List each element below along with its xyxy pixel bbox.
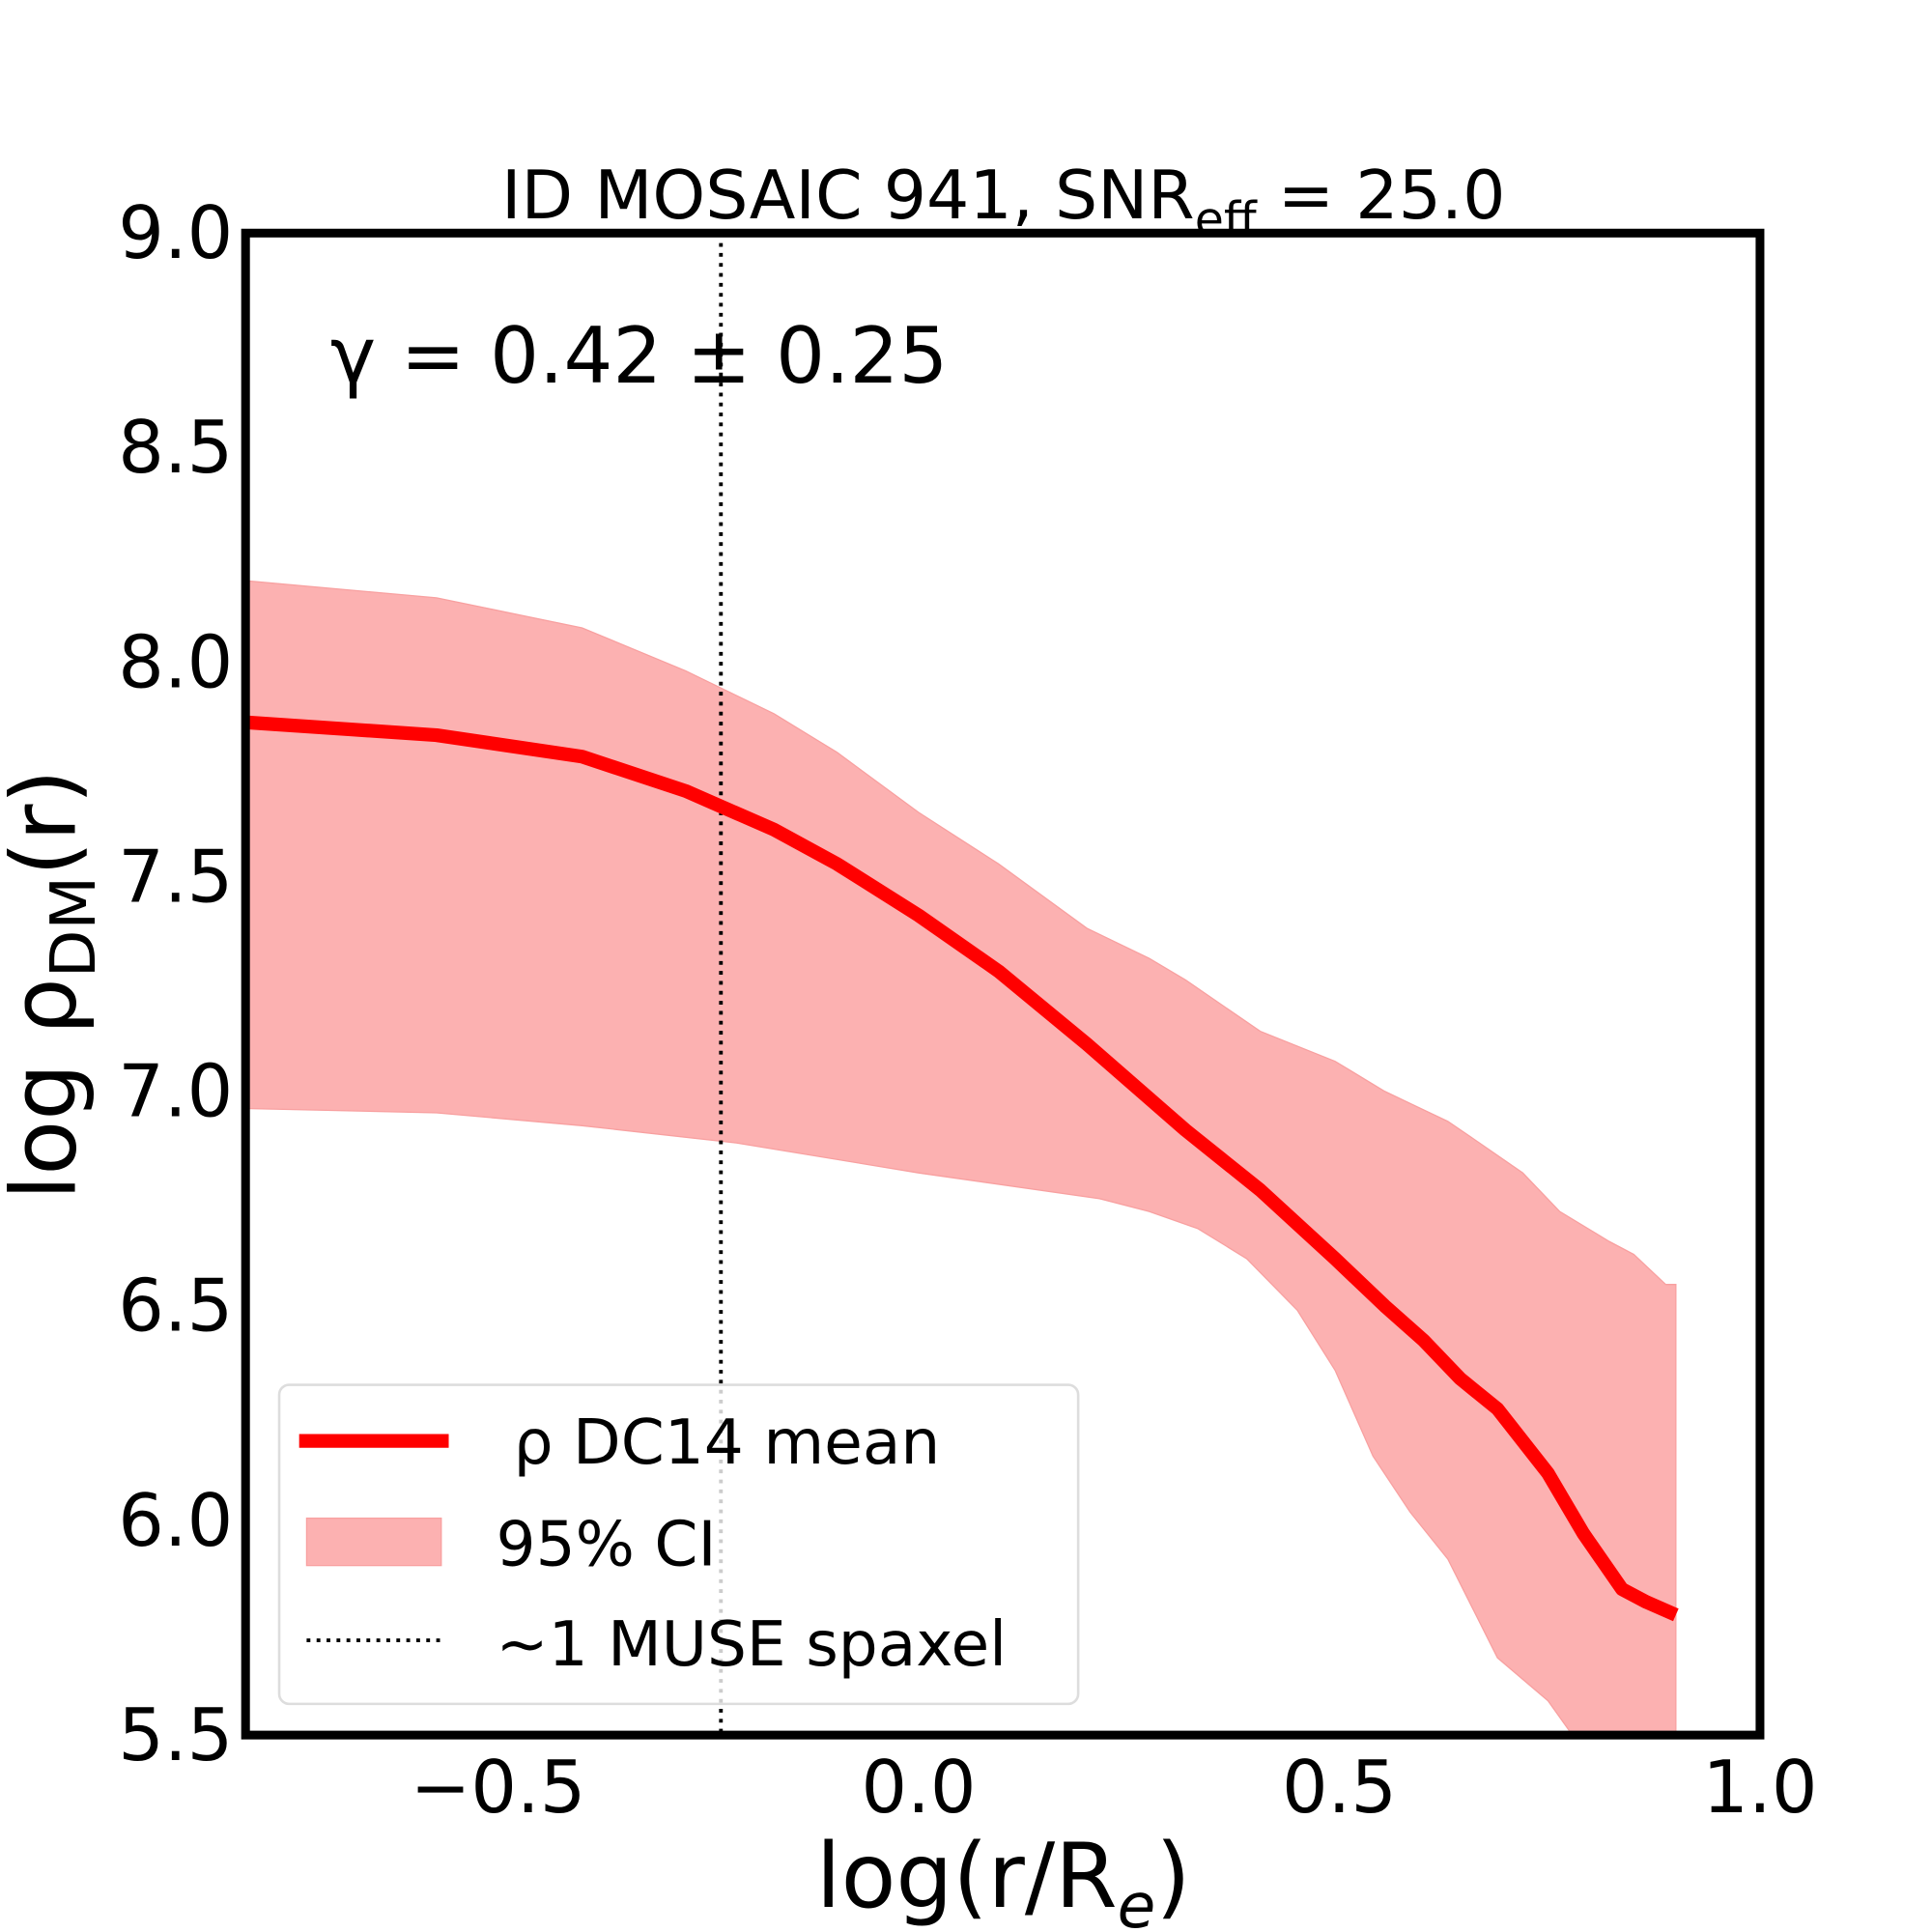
plot-frame [241,228,1765,1740]
y-tick-label: 6.0 [118,1479,233,1563]
legend-mean-label: ρ DC14 mean [514,1406,941,1479]
x-axis-label: log(r/Re) [816,1824,1191,1932]
legend-spaxel-label: ~1 MUSE spaxel [497,1608,1008,1681]
y-tick-label: 5.5 [118,1693,233,1777]
y-tick-label: 8.0 [118,620,233,704]
x-tick-label: −0.5 [411,1746,586,1830]
y-tick-label: 8.5 [118,406,233,490]
ci-band [245,580,1677,1736]
legend-ci-swatch [305,1517,442,1567]
y-tick-label: 7.0 [118,1050,233,1134]
legend-box [277,1383,1080,1706]
legend-ci-label: 95% CI [497,1509,717,1581]
x-tick-label: 1.0 [1702,1746,1817,1830]
x-tick-label: 0.0 [861,1746,976,1830]
y-axis-label: log ρDM(r) [0,769,110,1200]
y-tick-label: 9.0 [118,191,233,275]
chart-title: ID MOSAIC 941, SNReff = 25.0 [501,156,1505,247]
x-tick-label: 0.5 [1282,1746,1397,1830]
gamma-annotation: γ = 0.42 ± 0.25 [330,311,948,401]
mean-line [245,715,1679,1622]
legend: ρ DC14 mean 95% CI ~1 MUSE spaxel [277,1383,1080,1706]
y-tick-label: 7.5 [118,835,233,919]
y-tick-label: 6.5 [118,1264,233,1349]
